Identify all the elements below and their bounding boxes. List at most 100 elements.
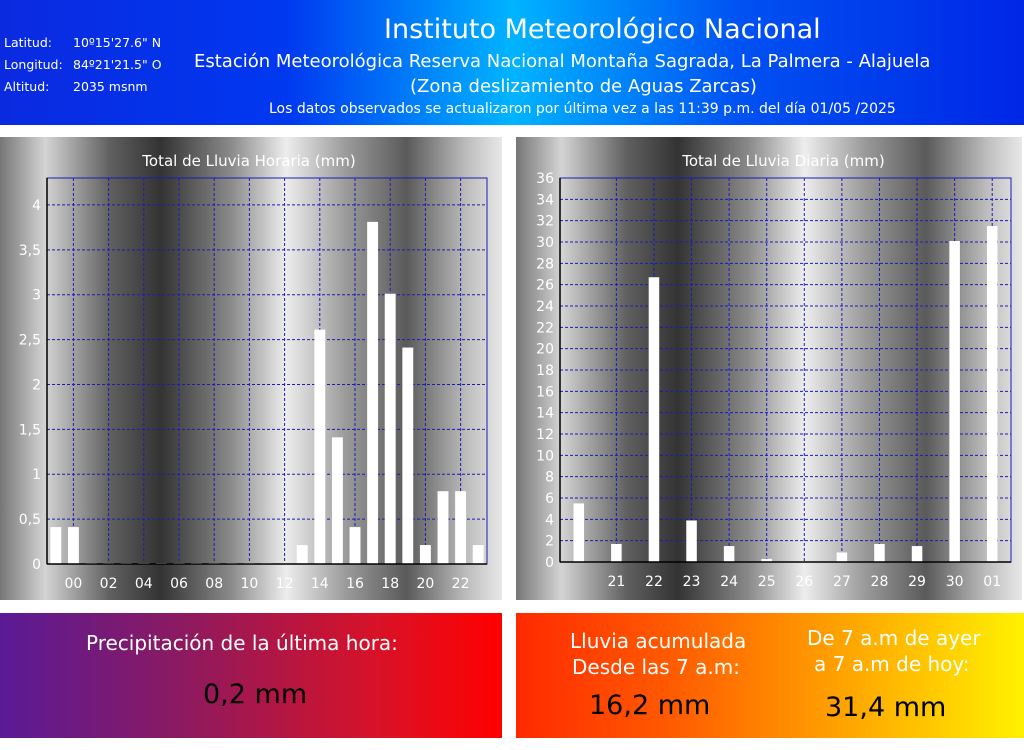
station-zone: (Zona deslizamiento de Aguas Zarcas) [410, 76, 757, 97]
x-tick-label: 23 [683, 574, 701, 590]
x-tick-label: 18 [381, 576, 399, 592]
bar [384, 293, 396, 564]
y-tick-label: 2 [32, 377, 41, 393]
accumulated-rain-box: Lluvia acumulada Desde las 7 a.m: 16,2 m… [516, 613, 1024, 738]
bar [836, 552, 848, 562]
bar [573, 503, 585, 562]
hourly-rain-chart: Total de Lluvia Horaria (mm) 0 0,5 1 1,5 2 2,5… [19, 152, 488, 592]
bar [761, 558, 772, 562]
bar [686, 520, 697, 562]
y-tick-label: 16 [536, 384, 554, 400]
longitude-label: Longitud: [4, 57, 63, 72]
bar [296, 545, 308, 564]
bar [349, 527, 361, 564]
bar [314, 329, 326, 564]
x-tick-label: 10 [240, 576, 258, 592]
longitude-value: 84º21'21.5" O [73, 57, 162, 72]
daily-total-value: 31,4 mm [825, 692, 947, 723]
y-tick-label: 34 [536, 192, 554, 208]
last-update-text: Los datos observados se actualizaron por… [269, 101, 896, 117]
station-name: Estación Meteorológica Reserva Nacional … [194, 51, 931, 72]
bar [874, 543, 885, 562]
x-tick-label: 08 [205, 576, 223, 592]
page-title: Instituto Meteorológico Nacional [384, 14, 821, 45]
y-tick-label: 22 [536, 320, 554, 336]
bar [611, 543, 622, 562]
latitude-value: 10º15'27.6" N [73, 35, 162, 50]
y-tick-label: 32 [536, 214, 554, 230]
y-tick-label: 0,5 [19, 512, 41, 528]
x-tick-label: 26 [795, 574, 813, 590]
y-tick-label: 0 [32, 557, 41, 573]
x-tick-label: 27 [833, 574, 851, 590]
x-tick-label: 20 [416, 576, 434, 592]
daily-rain-panel: Total de Lluvia Diaria (mm) 0 2 4 6 8 10 12 14 16… [516, 137, 1022, 600]
y-tick-label: 4 [32, 198, 41, 214]
y-tick-label: 36 [536, 171, 554, 187]
header-banner: Latitud: 10º15'27.6" N Longitud: 84º21'21.… [0, 0, 1024, 125]
last-hour-label: Precipitación de la última hora: [86, 631, 398, 655]
bar [455, 491, 467, 564]
hourly-rain-panel: Total de Lluvia Horaria (mm) 0 0,5 1 1,5 2 2,5… [0, 137, 502, 600]
bar [67, 527, 79, 564]
y-tick-label: 24 [536, 299, 554, 315]
chart-title: Total de Lluvia Diaria (mm) [681, 152, 885, 170]
x-tick-label: 16 [346, 576, 364, 592]
x-tick-label: 01 [983, 574, 1001, 590]
y-tick-label: 10 [536, 448, 554, 464]
y-tick-label: 28 [536, 256, 554, 272]
y-tick-label: 3,5 [19, 243, 41, 259]
bar [911, 546, 923, 562]
x-tick-label: 30 [946, 574, 964, 590]
y-tick-label: 20 [536, 342, 554, 358]
latitude-label: Latitud: [4, 35, 52, 50]
y-tick-label: 30 [536, 235, 554, 251]
x-tick-label: 28 [871, 574, 889, 590]
altitude-value: 2035 msnm [73, 79, 148, 94]
y-tick-label: 12 [536, 427, 554, 443]
bar [723, 546, 735, 562]
x-tick-label: 00 [64, 576, 82, 592]
bar [419, 545, 431, 564]
x-tick-label: 14 [311, 576, 329, 592]
bar [402, 347, 414, 564]
plot-frame [46, 177, 488, 565]
last-hour-precipitation-box: Precipitación de la última hora: 0,2 mm [0, 613, 502, 738]
x-tick-label: 22 [452, 576, 470, 592]
bar [648, 277, 660, 562]
bar [367, 221, 379, 564]
x-tick-label: 29 [908, 574, 926, 590]
x-tick-label: 04 [135, 576, 153, 592]
daily-total-label-line2: a 7 a.m de hoy: [814, 652, 970, 676]
x-tick-label: 02 [100, 576, 118, 592]
x-tick-label: 24 [720, 574, 738, 590]
y-tick-label: 26 [536, 278, 554, 294]
y-tick-label: 4 [545, 512, 554, 528]
chart-title: Total de Lluvia Horaria (mm) [141, 152, 355, 170]
y-tick-label: 2,5 [19, 333, 41, 349]
bar [472, 545, 484, 564]
y-tick-label: 0 [545, 555, 554, 571]
x-tick-label: 06 [170, 576, 188, 592]
bar [331, 437, 343, 564]
accumulated-value: 16,2 mm [589, 690, 711, 721]
altitude-label: Altitud: [4, 79, 50, 94]
y-tick-label: 1,5 [19, 422, 41, 438]
y-tick-label: 8 [545, 470, 554, 486]
x-tick-label: 22 [645, 574, 663, 590]
bar [437, 491, 449, 564]
y-tick-label: 3 [32, 288, 41, 304]
y-tick-label: 18 [536, 363, 554, 379]
bar [50, 527, 62, 564]
bar [949, 241, 960, 562]
accumulated-label-line1: Lluvia acumulada [570, 629, 747, 653]
last-hour-value: 0,2 mm [203, 679, 308, 710]
station-coordinates: Latitud: 10º15'27.6" N Longitud: 84º21'21.… [4, 32, 162, 98]
x-tick-label: 21 [607, 574, 625, 590]
y-tick-label: 2 [545, 534, 554, 550]
y-tick-label: 1 [32, 467, 41, 483]
daily-rain-chart: Total de Lluvia Diaria (mm)0246810121416… [536, 152, 1012, 590]
x-tick-label: 25 [758, 574, 776, 590]
accumulated-label-line2: Desde las 7 a.m: [572, 655, 740, 679]
y-tick-label: 14 [536, 406, 554, 422]
